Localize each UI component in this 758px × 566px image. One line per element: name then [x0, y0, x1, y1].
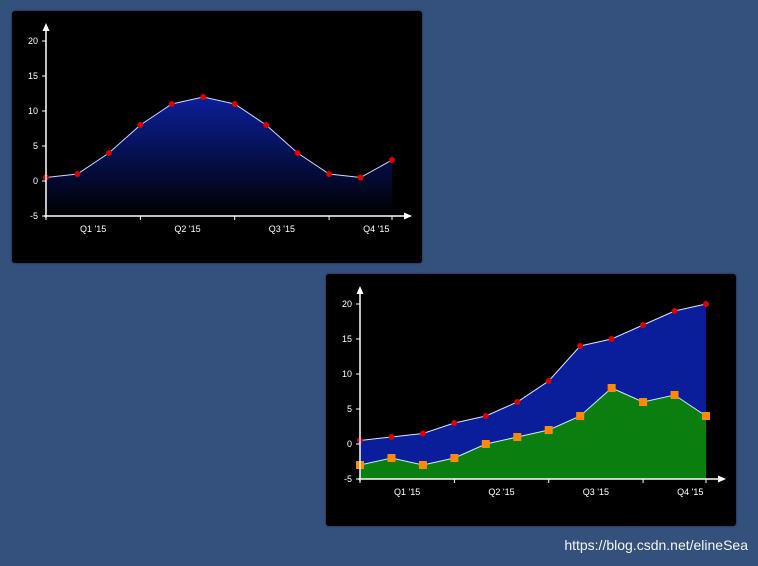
- data-point-s2-2: [418, 461, 427, 469]
- stacked-area-chart-2: -5 0 5 10 15 20 Q1 '15 Q2 '15 Q3 '15 Q4 '15: [342, 286, 726, 497]
- data-point-s1-7: [263, 122, 270, 128]
- data-point-s1-6: [545, 378, 552, 384]
- x-tick-label: Q4 '15: [363, 224, 389, 234]
- data-point-s2-6: [544, 426, 553, 434]
- data-point-s2-9: [639, 398, 648, 406]
- data-point-s1-4: [482, 413, 489, 419]
- x-tick-label: Q1 '15: [394, 487, 420, 497]
- x-tick-label: Q2 '15: [488, 487, 514, 497]
- y-tick-label: 15: [342, 334, 352, 344]
- data-point-s2-3: [450, 454, 459, 462]
- data-point-s1-5: [200, 94, 207, 100]
- data-point-s2-10: [670, 391, 679, 399]
- chart-panel-2: -5 0 5 10 15 20 Q1 '15 Q2 '15 Q3 '15 Q4 '15: [326, 274, 736, 526]
- data-point-s1-3: [451, 420, 458, 426]
- y-tick-label: 5: [33, 141, 38, 151]
- series-line-1: [359, 303, 707, 441]
- data-point-s1-10: [671, 308, 678, 314]
- watermark-text: https://blog.csdn.net/elineSea: [564, 537, 748, 553]
- y-tick-label: 15: [28, 71, 38, 81]
- x-tick-label: Q4 '15: [677, 487, 703, 497]
- data-point-s1-10: [357, 174, 364, 181]
- y-axis-arrow: [356, 286, 364, 294]
- data-point-s1-6: [231, 101, 238, 107]
- y-tick-label: 5: [347, 404, 352, 414]
- data-point-s2-1: [387, 454, 396, 462]
- y-tick-label: 20: [28, 36, 38, 46]
- data-point-s1-11: [703, 301, 709, 307]
- data-point-s2-5: [513, 433, 522, 441]
- data-point-s1-2: [105, 150, 112, 156]
- y-tick-label: 10: [28, 106, 38, 116]
- x-tick-label: Q2 '15: [174, 224, 200, 234]
- data-point-s2-8: [607, 384, 616, 392]
- data-point-s1-5: [514, 399, 521, 405]
- data-point-s1-9: [326, 171, 333, 177]
- series-line-1: [45, 96, 393, 179]
- area-chart-1: -5 0 5 10 15 20 Q1 '15 Q2 '15 Q3 '15 Q4 '15: [28, 23, 412, 234]
- x-tick-label: Q3 '15: [583, 487, 609, 497]
- y-tick-label: 10: [342, 369, 352, 379]
- y-tick-label: 0: [347, 439, 352, 449]
- data-point-s1-2: [419, 430, 426, 437]
- area-series-1: [46, 97, 392, 216]
- data-point-s2-7: [576, 412, 585, 420]
- y-tick-label: 0: [33, 176, 38, 186]
- x-axis-arrow: [404, 212, 412, 220]
- x-tick-label: Q3 '15: [269, 224, 295, 234]
- series-line-2: [359, 387, 707, 466]
- y-tick-label: 20: [342, 299, 352, 309]
- data-point-s1-4: [168, 101, 175, 107]
- data-point-s1-3: [137, 122, 144, 128]
- x-tick-label: Q1 '15: [80, 224, 106, 234]
- data-point-s1-8: [608, 336, 615, 342]
- y-axis-arrow: [42, 23, 50, 31]
- data-point-s1-9: [640, 322, 647, 328]
- data-point-s1-8: [294, 150, 301, 156]
- y-tick-label: -5: [344, 474, 352, 484]
- data-point-s2-11: [702, 412, 710, 420]
- x-axis-arrow: [718, 475, 726, 483]
- chart-panel-1: -5 0 5 10 15 20 Q1 '15 Q2 '15 Q3 '15 Q4 '15: [12, 11, 422, 263]
- data-point-s1-7: [577, 343, 584, 349]
- data-point-s2-4: [481, 440, 490, 448]
- data-point-s1-1: [74, 171, 81, 177]
- y-tick-label: -5: [30, 211, 38, 221]
- data-point-s1-11: [389, 157, 395, 163]
- data-point-s1-1: [388, 434, 395, 440]
